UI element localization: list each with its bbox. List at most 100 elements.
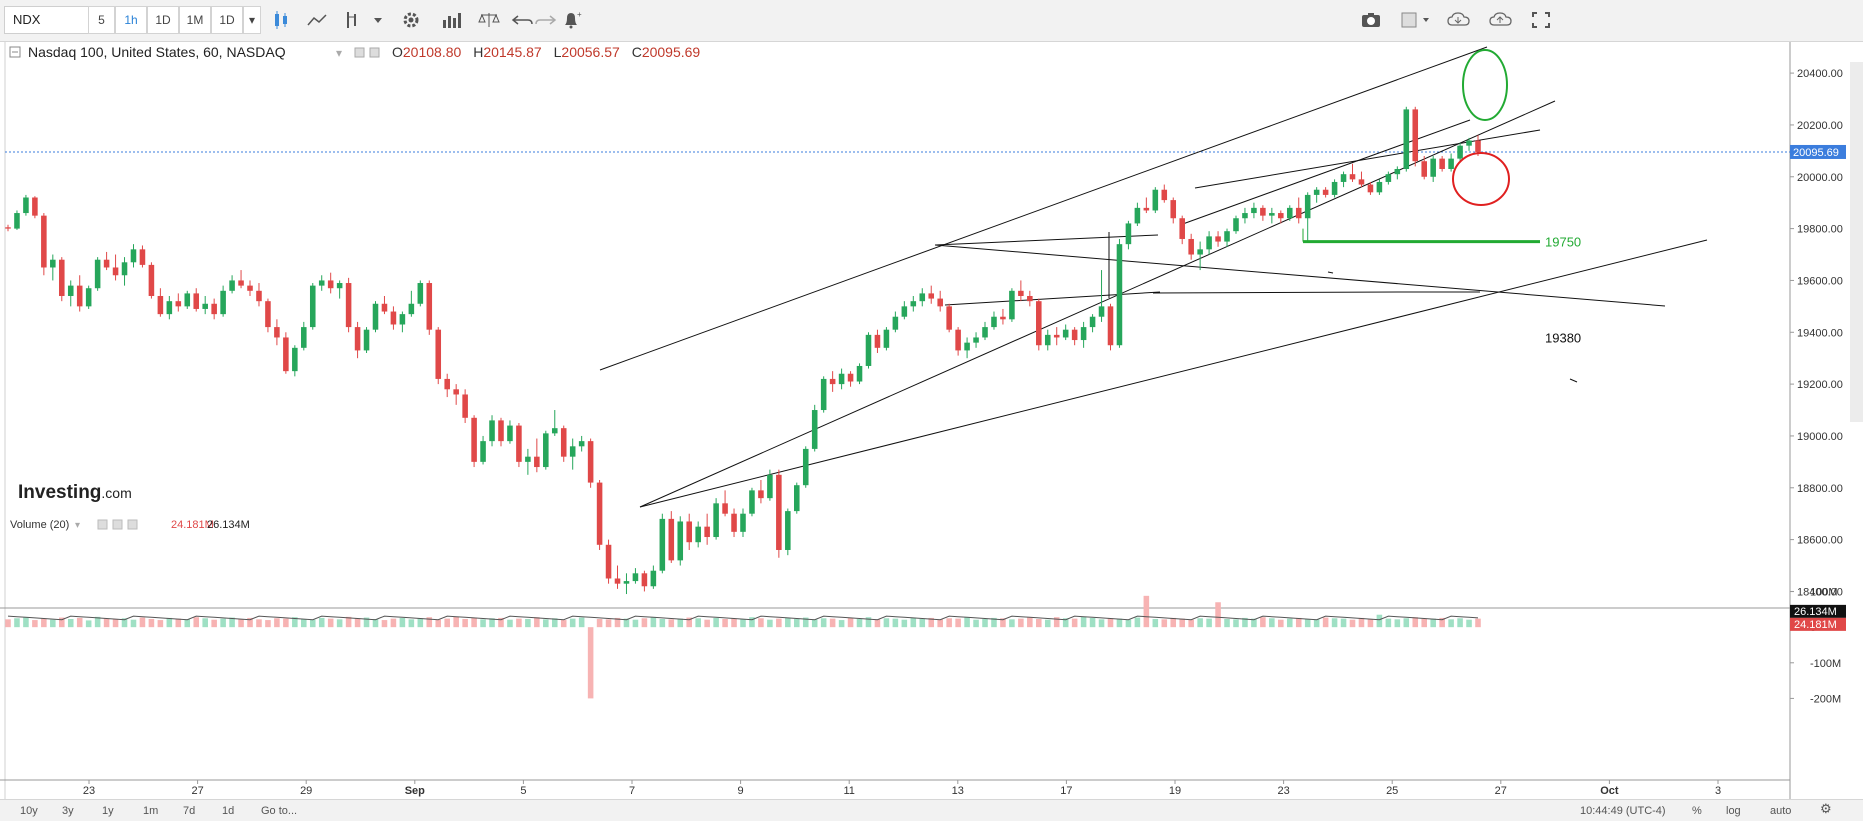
candle-body	[1331, 181, 1338, 195]
indicators-icon[interactable]	[338, 8, 368, 32]
volume-bar	[525, 618, 531, 628]
candle-body	[1466, 140, 1472, 146]
interval-5-button[interactable]: 5	[88, 6, 115, 34]
eye-icon[interactable]	[354, 47, 365, 58]
level-label: 19380	[1545, 330, 1581, 345]
volume-bar	[1376, 614, 1383, 628]
candle-body	[767, 474, 773, 499]
interval-1h-button[interactable]: 1h	[115, 6, 147, 34]
settings-small-icon[interactable]: ⚙	[1820, 801, 1832, 816]
range-1y-button[interactable]: 1y	[102, 805, 114, 817]
volume-bar	[919, 618, 926, 628]
range-10y-button[interactable]: 10y	[20, 805, 38, 817]
alert-icon[interactable]: +	[556, 8, 586, 32]
compare-icon[interactable]	[474, 8, 504, 32]
candle-body	[1278, 213, 1284, 219]
interval-1d-alt-button[interactable]: 1D	[211, 6, 243, 34]
candle-body	[1089, 316, 1096, 328]
volume-bar	[569, 618, 576, 628]
symbol-input[interactable]: NDX	[4, 6, 100, 34]
annotations[interactable]: 19750 19380	[1302, 49, 1581, 345]
candle-body	[390, 311, 397, 325]
dropdown-icon[interactable]	[368, 8, 388, 32]
volume-bar	[1385, 618, 1392, 628]
goto-button[interactable]: Go to...	[261, 805, 298, 817]
volume-bar	[139, 617, 146, 628]
redo-icon[interactable]	[530, 8, 560, 32]
candle-body	[76, 285, 83, 307]
range-1m-button[interactable]: 1m	[143, 805, 159, 817]
volume-bar	[865, 617, 872, 628]
volume-bar	[829, 618, 836, 628]
candle-body	[883, 329, 890, 348]
range-3y-button[interactable]: 3y	[62, 805, 74, 817]
price-tick-label: 19800.00	[1797, 224, 1843, 236]
candle-body	[444, 378, 450, 390]
settings-icon[interactable]	[396, 8, 426, 32]
volume-bar	[811, 619, 818, 628]
title-dropdown-icon[interactable]: ▾	[336, 46, 342, 60]
interval-dropdown-button[interactable]: ▾	[243, 6, 261, 34]
time-tick-label: 27	[1495, 785, 1507, 797]
volume-bar	[677, 618, 684, 628]
volume-bar	[1421, 618, 1427, 628]
volume-bar	[749, 617, 755, 628]
collapse-icon[interactable]	[9, 46, 21, 58]
percent-toggle[interactable]: %	[1692, 805, 1702, 817]
candle-body	[910, 301, 917, 307]
candle-body	[955, 329, 961, 351]
volume-bar	[471, 617, 477, 628]
log-toggle[interactable]: log	[1726, 805, 1741, 817]
candle-body	[148, 264, 155, 296]
candle-body	[1313, 189, 1320, 195]
candle-body	[632, 573, 639, 582]
candle-body	[1269, 213, 1275, 216]
cloud-load-icon[interactable]	[1444, 8, 1474, 32]
chart-area[interactable]: 19750 19380 20400.00 20200.00 20000.00 19800…	[0, 42, 1863, 799]
camera-icon[interactable]	[1356, 8, 1386, 32]
volume-tick-label: 100M	[1810, 587, 1838, 599]
candle-body	[1098, 306, 1105, 317]
range-7d-button[interactable]: 7d	[183, 805, 196, 817]
volume-close-icon[interactable]	[127, 519, 138, 530]
candle-body	[336, 283, 343, 289]
range-1d-button[interactable]: 1d	[222, 805, 235, 817]
trendline	[934, 244, 1666, 307]
axes: 20400.00 20200.00 20000.00 19800.00 19600.00…	[83, 68, 1846, 797]
cloud-save-icon[interactable]	[1486, 8, 1516, 32]
volume-bar	[1394, 619, 1401, 628]
volume-bar	[1027, 617, 1033, 628]
volume-eye-icon[interactable]	[97, 519, 108, 530]
price-tick-label: 18600.00	[1797, 535, 1843, 547]
layout-icon[interactable]	[1396, 8, 1436, 32]
candles-icon[interactable]	[266, 8, 296, 32]
candle-body	[94, 259, 101, 289]
trendline	[934, 234, 1159, 246]
auto-toggle[interactable]: auto	[1770, 805, 1792, 817]
interval-1d-button[interactable]: 1D	[147, 6, 179, 34]
volume-bar	[820, 618, 827, 628]
line-chart-icon[interactable]	[302, 8, 332, 32]
volume-bar	[1143, 595, 1150, 628]
undo-icon[interactable]	[508, 8, 538, 32]
trendlines[interactable]	[5, 46, 1790, 508]
scrollbar-track	[1850, 62, 1863, 422]
fullscreen-icon[interactable]	[1526, 8, 1556, 32]
candle-body	[1322, 189, 1329, 195]
candle-body	[874, 334, 881, 348]
candle-body	[1260, 207, 1266, 216]
volume-dropdown-icon[interactable]: ▾	[75, 520, 80, 531]
interval-1m-button[interactable]: 1M	[179, 6, 211, 34]
bars-icon[interactable]	[436, 8, 466, 32]
time-tick-label: 23	[83, 785, 95, 797]
volume-bar	[67, 618, 74, 628]
volume-gear-icon[interactable]	[112, 519, 123, 530]
volume-bar	[247, 617, 253, 628]
gear-small-icon[interactable]	[369, 47, 380, 58]
volume-bar	[1188, 619, 1194, 628]
candle-body	[166, 301, 173, 315]
price-tick-label: 20200.00	[1797, 120, 1843, 132]
candle-body	[1161, 189, 1168, 201]
candle-body	[901, 306, 908, 317]
candle-body	[67, 285, 74, 296]
